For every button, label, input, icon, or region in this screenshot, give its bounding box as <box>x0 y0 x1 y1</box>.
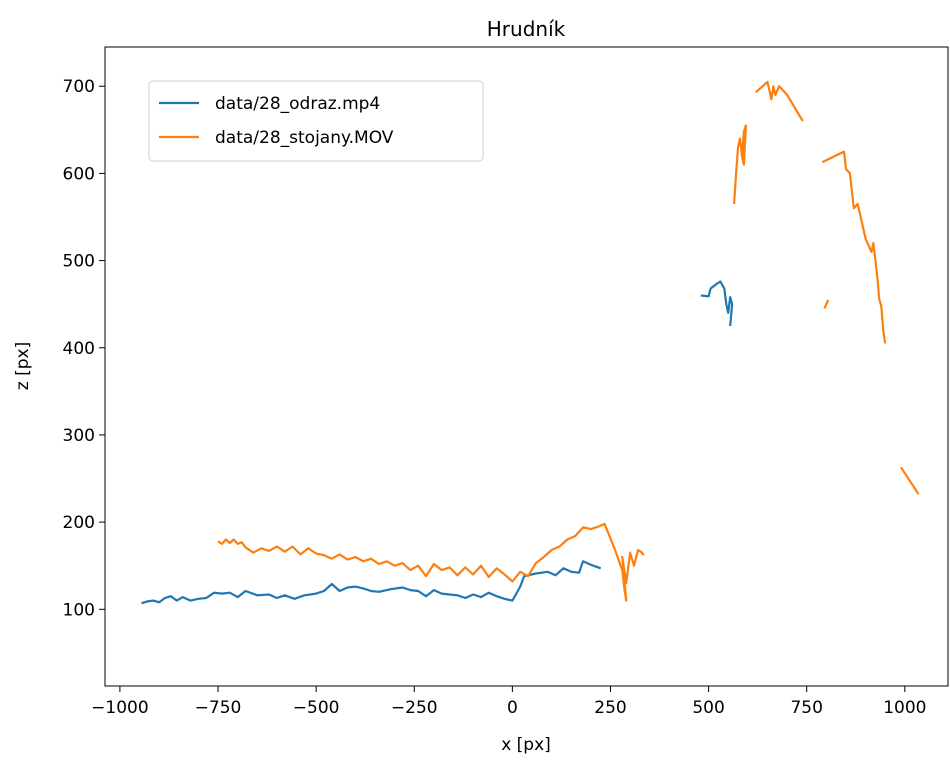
x-tick-label: 500 <box>692 698 724 718</box>
plot-frame <box>104 46 949 687</box>
y-axis-label: z [px] <box>13 342 33 390</box>
x-tick-label: 250 <box>594 698 626 718</box>
data-line <box>141 280 734 605</box>
legend-label: data/28_stojany.MOV <box>215 128 394 148</box>
data-line <box>217 80 920 602</box>
y-tick-label: 400 <box>63 339 95 359</box>
x-tick-label: −250 <box>391 698 438 718</box>
x-tick-label: 1000 <box>883 698 926 718</box>
legend-label: data/28_odraz.mp4 <box>215 94 380 114</box>
legend-box <box>148 80 484 162</box>
x-axis-label: x [px] <box>501 735 551 755</box>
x-tick-label: −500 <box>293 698 340 718</box>
y-tick-label: 500 <box>63 252 95 272</box>
y-tick-label: 600 <box>63 164 95 184</box>
x-tick-label: 0 <box>507 698 518 718</box>
x-tick-label: −1000 <box>91 698 149 718</box>
y-tick-label: 200 <box>63 513 95 533</box>
x-tick-label: −750 <box>195 698 242 718</box>
chart-title: Hrudník <box>487 17 566 41</box>
y-tick-label: 300 <box>63 426 95 446</box>
y-tick-label: 700 <box>63 77 95 97</box>
y-tick-label: 100 <box>63 600 95 620</box>
x-tick-label: 750 <box>790 698 822 718</box>
